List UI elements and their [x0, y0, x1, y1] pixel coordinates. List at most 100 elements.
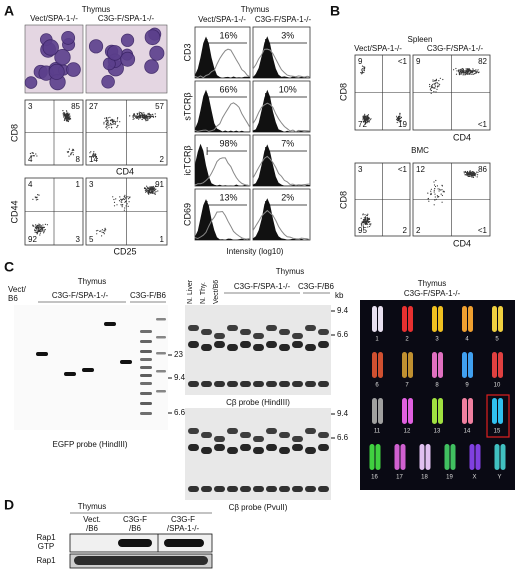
- event-dot: [99, 230, 101, 232]
- band: [214, 381, 225, 387]
- sample-histogram: [194, 102, 251, 132]
- event-dot: [471, 176, 473, 178]
- event-dot: [153, 188, 155, 190]
- panel-label: A: [4, 3, 14, 19]
- event-dot: [433, 86, 435, 89]
- event-dot: [68, 114, 70, 117]
- event-dot: [41, 228, 44, 230]
- event-dot: [365, 119, 368, 121]
- event-dot: [112, 196, 114, 198]
- size-marker: 9.4: [337, 409, 349, 418]
- event-dot: [135, 117, 137, 119]
- band: [140, 358, 152, 361]
- group-label: Vect/SPA-1-/-: [354, 44, 402, 53]
- band: [253, 486, 264, 492]
- chromosome: [394, 444, 400, 470]
- event-dot: [458, 72, 460, 74]
- event-dot: [67, 120, 69, 123]
- event-dot: [365, 221, 367, 224]
- band: [253, 344, 264, 351]
- cell: [107, 45, 123, 61]
- event-dot: [360, 72, 362, 74]
- event-dot: [462, 70, 464, 72]
- event-dot: [37, 198, 39, 201]
- band: [227, 486, 238, 492]
- event-dot: [144, 117, 146, 119]
- event-dot: [66, 112, 68, 114]
- quadrant-value: 2: [403, 226, 408, 235]
- event-dot: [93, 151, 95, 153]
- event-dot: [370, 118, 372, 120]
- event-dot: [467, 175, 469, 177]
- event-dot: [434, 196, 436, 198]
- event-dot: [70, 118, 72, 120]
- event-dot: [368, 120, 370, 122]
- event-dot: [149, 116, 152, 118]
- event-dot: [105, 117, 107, 119]
- event-dot: [397, 118, 399, 120]
- chromosome: [408, 398, 413, 424]
- event-dot: [34, 229, 36, 231]
- event-dot: [453, 69, 455, 71]
- event-dot: [93, 154, 95, 157]
- event-dot: [430, 188, 432, 190]
- chromosome: [425, 444, 431, 470]
- quadrant-value: 19: [398, 120, 407, 129]
- row-label: CD69: [182, 203, 192, 226]
- band: [140, 392, 152, 395]
- row-label: Rap1: [36, 556, 56, 565]
- event-dot: [148, 193, 150, 195]
- group-label: C3G-F/SPA-1-/-: [234, 282, 291, 291]
- event-dot: [399, 114, 401, 116]
- event-dot: [145, 118, 147, 120]
- event-dot: [361, 225, 363, 227]
- event-dot: [63, 112, 65, 114]
- event-dot: [119, 121, 121, 123]
- event-dot: [439, 83, 441, 85]
- event-dot: [431, 85, 433, 87]
- event-dot: [368, 118, 370, 120]
- event-dot: [141, 118, 143, 120]
- event-dot: [464, 74, 466, 76]
- chromosome: [462, 352, 467, 378]
- event-dot: [89, 152, 91, 154]
- event-dot: [132, 118, 134, 120]
- chromosome: [498, 306, 503, 332]
- event-dot: [153, 189, 155, 192]
- band: [318, 432, 329, 438]
- event-dot: [367, 114, 369, 116]
- quadrant-value: 1: [76, 180, 81, 189]
- percent-label: 10%: [279, 84, 297, 94]
- event-dot: [461, 71, 463, 74]
- event-dot: [145, 188, 147, 190]
- event-dot: [100, 230, 102, 232]
- event-dot: [467, 73, 469, 75]
- event-dot: [138, 118, 140, 120]
- band: [266, 486, 277, 492]
- event-dot: [476, 71, 478, 73]
- event-dot: [367, 218, 369, 220]
- event-dot: [38, 225, 40, 227]
- event-dot: [35, 227, 38, 230]
- axis-label: CD25: [113, 246, 136, 256]
- event-dot: [39, 225, 41, 227]
- cell: [61, 30, 76, 45]
- event-dot: [478, 71, 480, 73]
- sample-histogram: [252, 102, 311, 133]
- event-dot: [442, 78, 444, 81]
- event-dot: [43, 229, 45, 231]
- event-dot: [154, 193, 156, 195]
- event-dot: [44, 223, 47, 225]
- event-dot: [147, 112, 149, 115]
- event-dot: [33, 155, 36, 157]
- chromosome: [475, 444, 481, 470]
- event-dot: [141, 113, 144, 115]
- event-dot: [466, 70, 468, 72]
- event-dot: [152, 115, 154, 117]
- event-dot: [107, 117, 109, 119]
- band: [140, 330, 152, 333]
- event-dot: [34, 231, 36, 233]
- event-dot: [140, 112, 142, 114]
- event-dot: [147, 188, 149, 190]
- band: [156, 336, 166, 339]
